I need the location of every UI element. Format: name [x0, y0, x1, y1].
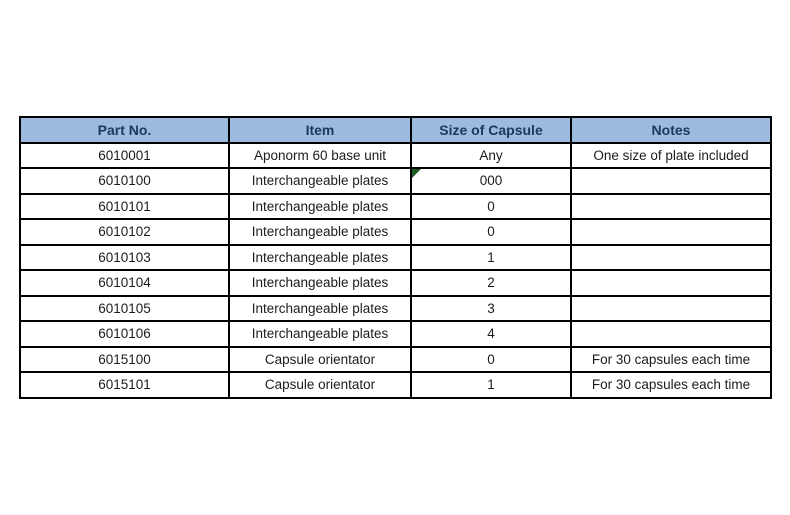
table-cell: 3: [410, 294, 572, 322]
table-cell-text: 0: [487, 224, 495, 240]
table-row: 6010100 Interchangeable plates 000: [19, 167, 772, 195]
table-cell-text: For 30 capsules each time: [591, 377, 751, 393]
table-cell: 0: [410, 345, 572, 373]
table-cell: [570, 320, 772, 348]
table-cell: 6010103: [19, 243, 230, 271]
table-cell-text: Interchangeable plates: [251, 198, 389, 214]
table-cell: Interchangeable plates: [228, 167, 412, 195]
table-cell-text: Interchangeable plates: [251, 249, 389, 265]
table-row: 6010101 Interchangeable plates 0: [19, 192, 772, 220]
table-cell-text: 6010105: [98, 300, 151, 316]
parts-table: Part No. Item Size of Capsule Notes 6010001…: [19, 116, 772, 399]
table-cell: 6010104: [19, 269, 230, 297]
table-cell: For 30 capsules each time: [570, 345, 772, 373]
header-row: Part No. Item Size of Capsule Notes: [19, 116, 772, 144]
table-cell: [570, 294, 772, 322]
table-cell-text: Capsule orientator: [264, 377, 376, 393]
table-cell-text: 0: [487, 351, 495, 367]
table-cell-text: 1: [487, 249, 495, 265]
table-cell-text: 6010100: [98, 173, 151, 189]
table-cell-text: 6010103: [98, 249, 151, 265]
table-cell-text: Aponorm 60 base unit: [253, 147, 387, 163]
table-cell-text: 000: [479, 173, 503, 189]
header-cell-notes: Notes: [570, 116, 772, 144]
table-cell-text: Interchangeable plates: [251, 224, 389, 240]
table-cell: 6015100: [19, 345, 230, 373]
table-cell-text: 6010106: [98, 326, 151, 342]
table-cell: Interchangeable plates: [228, 192, 412, 220]
header-cell-part-no: Part No.: [19, 116, 230, 144]
table-row: 6010102 Interchangeable plates 0: [19, 218, 772, 246]
table-row: 6010104 Interchangeable plates 2: [19, 269, 772, 297]
table-cell: 6010105: [19, 294, 230, 322]
table-cell: 6010106: [19, 320, 230, 348]
table-cell: Interchangeable plates: [228, 218, 412, 246]
table-cell: 4: [410, 320, 572, 348]
table-cell-text: Capsule orientator: [264, 351, 376, 367]
table-cell-text: 6010101: [98, 198, 151, 214]
table-cell: 0: [410, 192, 572, 220]
table-cell-text: 6010001: [98, 147, 151, 163]
table-cell-text: 6010104: [98, 275, 151, 291]
table-cell: 000: [410, 167, 572, 195]
table-cell: 6010101: [19, 192, 230, 220]
header-cell-label: Part No.: [97, 121, 152, 138]
table-cell-text: 6015100: [98, 351, 151, 367]
header-cell-item: Item: [228, 116, 412, 144]
table-cell-text: Interchangeable plates: [251, 300, 389, 316]
table-cell: One size of plate included: [570, 141, 772, 169]
table-cell: 1: [410, 243, 572, 271]
table-cell-text: 2: [487, 275, 495, 291]
table-cell: [570, 218, 772, 246]
table-cell: 2: [410, 269, 572, 297]
table-cell-text: Interchangeable plates: [251, 173, 389, 189]
table-cell-text: 3: [487, 300, 495, 316]
table-cell-text: Interchangeable plates: [251, 275, 389, 291]
table-cell-text: Interchangeable plates: [251, 326, 389, 342]
table-row: 6015100 Capsule orientator 0 For 30 capsule…: [19, 345, 772, 373]
table-cell: [570, 243, 772, 271]
table-cell: 6010102: [19, 218, 230, 246]
table-cell: 1: [410, 371, 572, 399]
table-cell: Any: [410, 141, 572, 169]
table-cell-text: 4: [487, 326, 495, 342]
table-cell: Interchangeable plates: [228, 294, 412, 322]
table-row: 6010106 Interchangeable plates 4: [19, 320, 772, 348]
table-cell: [570, 269, 772, 297]
table-cell-text: For 30 capsules each time: [591, 351, 751, 367]
table-row: 6015101 Capsule orientator 1 For 30 capsule…: [19, 371, 772, 399]
header-cell-label: Size of Capsule: [439, 121, 543, 138]
table-cell: [570, 167, 772, 195]
table-cell: Capsule orientator: [228, 345, 412, 373]
table-cell: [570, 192, 772, 220]
table-cell: 6010001: [19, 141, 230, 169]
table-cell: Aponorm 60 base unit: [228, 141, 412, 169]
table-cell-text: 6015101: [98, 377, 151, 393]
table-cell-text: One size of plate included: [593, 147, 749, 163]
table-row: 6010103 Interchangeable plates 1: [19, 243, 772, 271]
table-row: 6010105 Interchangeable plates 3: [19, 294, 772, 322]
table-cell: Interchangeable plates: [228, 320, 412, 348]
table-cell: 6015101: [19, 371, 230, 399]
table-cell: For 30 capsules each time: [570, 371, 772, 399]
header-cell-label: Notes: [651, 121, 691, 138]
table-cell: Capsule orientator: [228, 371, 412, 399]
table-row: 6010001 Aponorm 60 base unit Any One size o…: [19, 141, 772, 169]
table-cell: Interchangeable plates: [228, 269, 412, 297]
table-cell-text: Any: [479, 147, 503, 163]
table-cell: 0: [410, 218, 572, 246]
stored-as-text-indicator-icon: [413, 169, 421, 178]
table-cell-text: 1: [487, 377, 495, 393]
table-cell: Interchangeable plates: [228, 243, 412, 271]
header-cell-size-of-capsule: Size of Capsule: [410, 116, 572, 144]
table-cell-text: 0: [487, 198, 495, 214]
table-cell: 6010100: [19, 167, 230, 195]
table-cell-text: 6010102: [98, 224, 151, 240]
header-cell-label: Item: [305, 121, 335, 138]
